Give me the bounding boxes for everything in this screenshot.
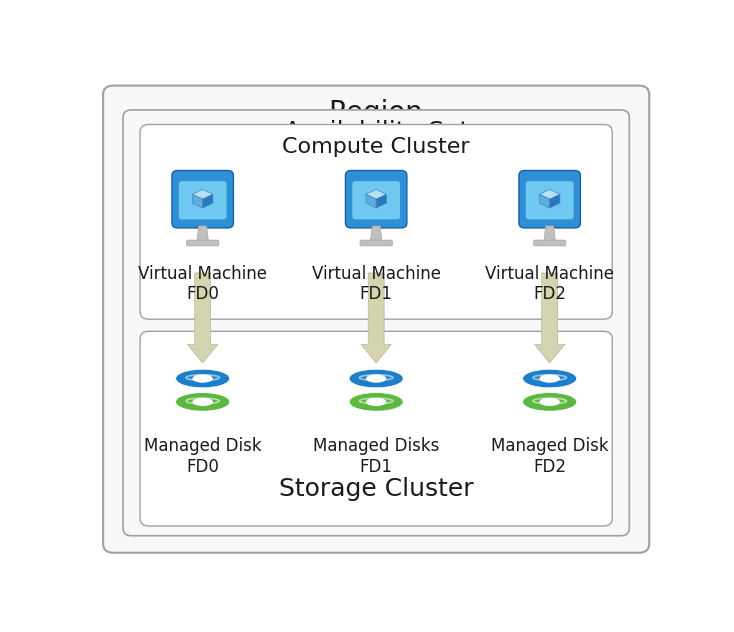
Polygon shape xyxy=(366,190,386,199)
FancyArrow shape xyxy=(188,273,218,363)
Ellipse shape xyxy=(523,392,577,411)
Ellipse shape xyxy=(539,398,560,406)
Polygon shape xyxy=(192,194,203,208)
Polygon shape xyxy=(192,190,213,199)
Ellipse shape xyxy=(349,369,403,388)
Ellipse shape xyxy=(349,392,403,411)
FancyBboxPatch shape xyxy=(179,181,227,219)
Polygon shape xyxy=(539,194,550,208)
Ellipse shape xyxy=(539,374,560,383)
FancyArrow shape xyxy=(361,273,391,363)
Text: Virtual Machine
FD0: Virtual Machine FD0 xyxy=(138,265,267,303)
Ellipse shape xyxy=(192,398,213,406)
FancyBboxPatch shape xyxy=(140,125,612,319)
Text: Managed Disk
FD2: Managed Disk FD2 xyxy=(491,437,608,476)
FancyBboxPatch shape xyxy=(534,240,566,246)
Polygon shape xyxy=(366,194,376,208)
FancyBboxPatch shape xyxy=(346,171,407,228)
Ellipse shape xyxy=(175,369,230,388)
Text: Compute Cluster: Compute Cluster xyxy=(283,137,470,157)
Polygon shape xyxy=(203,194,213,208)
Text: Region: Region xyxy=(329,99,424,127)
FancyBboxPatch shape xyxy=(360,240,393,246)
FancyBboxPatch shape xyxy=(140,331,612,526)
Polygon shape xyxy=(544,226,556,241)
Ellipse shape xyxy=(366,374,386,383)
Polygon shape xyxy=(550,194,560,208)
Text: Virtual Machine
FD1: Virtual Machine FD1 xyxy=(312,265,440,303)
FancyBboxPatch shape xyxy=(186,240,219,246)
Polygon shape xyxy=(376,194,386,208)
FancyBboxPatch shape xyxy=(123,110,629,536)
Text: Virtual Machine
FD2: Virtual Machine FD2 xyxy=(485,265,614,303)
Ellipse shape xyxy=(366,398,386,406)
Ellipse shape xyxy=(175,392,230,411)
FancyBboxPatch shape xyxy=(526,181,573,219)
Text: Storage Cluster: Storage Cluster xyxy=(279,477,473,501)
Ellipse shape xyxy=(192,374,213,383)
Text: Managed Disks
FD1: Managed Disks FD1 xyxy=(313,437,440,476)
FancyBboxPatch shape xyxy=(352,181,400,219)
FancyBboxPatch shape xyxy=(103,85,649,553)
FancyArrow shape xyxy=(534,273,564,363)
FancyBboxPatch shape xyxy=(519,171,581,228)
Polygon shape xyxy=(539,190,560,199)
FancyBboxPatch shape xyxy=(172,171,233,228)
Polygon shape xyxy=(371,226,382,241)
Text: Availability Set: Availability Set xyxy=(283,119,469,143)
Ellipse shape xyxy=(523,369,577,388)
Text: Managed Disk
FD0: Managed Disk FD0 xyxy=(144,437,261,476)
Polygon shape xyxy=(197,226,208,241)
